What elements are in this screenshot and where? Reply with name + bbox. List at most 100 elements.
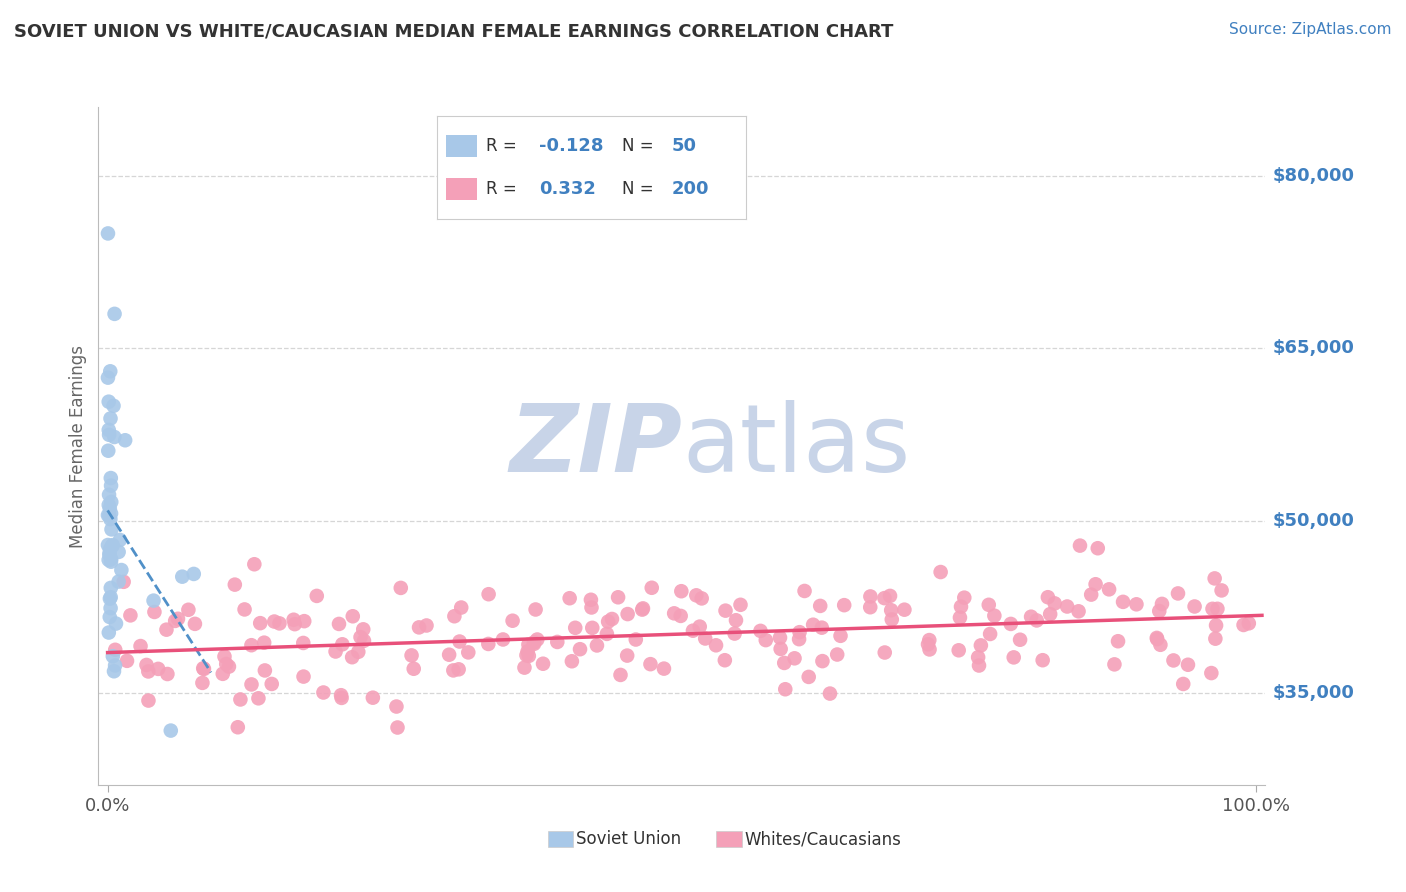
Point [328,616,350,631]
Point [97,227,120,241]
Point [240,677,263,691]
Point [97,553,120,567]
Point [616,607,638,621]
Point [515,648,537,663]
Point [172,569,194,583]
Point [247,691,270,706]
Point [97,394,120,409]
Point [1173,677,1195,691]
Point [183,566,205,581]
Point [832,598,855,612]
Point [98,364,121,378]
Point [240,638,263,652]
Point [723,626,745,640]
Point [873,591,896,606]
Point [441,664,464,678]
Point [218,659,240,673]
Text: Source: ZipAtlas.com: Source: ZipAtlas.com [1229,22,1392,37]
Point [704,638,727,652]
Point [349,630,371,644]
Point [502,614,524,628]
Text: -0.128: -0.128 [538,137,603,155]
Point [1087,541,1109,556]
Point [110,563,132,577]
Text: R =: R = [486,180,517,198]
Point [1010,632,1032,647]
Point [120,608,142,623]
Text: Whites/Caucasians: Whites/Caucasians [744,830,901,848]
Point [97,538,120,552]
Point [193,662,215,676]
Point [115,654,138,668]
Point [101,649,124,664]
Text: $80,000: $80,000 [1272,167,1354,185]
Point [449,634,471,648]
Point [100,555,122,569]
Text: 50: 50 [672,137,697,155]
Point [100,581,122,595]
Point [607,591,630,605]
Point [292,670,315,684]
Point [769,641,792,656]
Point [401,648,423,663]
Point [156,667,179,681]
Text: N =: N = [623,180,654,198]
Point [352,623,374,637]
Text: 200: 200 [672,180,710,198]
Point [979,627,1001,641]
Point [305,589,328,603]
Point [948,643,970,657]
Point [330,637,353,651]
Point [561,654,583,668]
Point [114,434,136,448]
Point [450,600,472,615]
Point [918,633,941,648]
Point [103,430,125,444]
Point [1184,599,1206,614]
Point [1112,595,1135,609]
Point [967,658,990,673]
Text: $50,000: $50,000 [1272,512,1354,530]
Point [787,632,810,647]
Point [97,498,120,512]
Point [136,665,159,679]
Point [98,547,121,561]
Point [443,609,465,624]
Point [389,581,412,595]
Point [1104,657,1126,672]
Point [564,621,586,635]
Point [1204,632,1226,646]
Point [1080,588,1102,602]
Point [977,598,1000,612]
Point [880,612,903,626]
Point [215,657,238,671]
Point [600,612,623,626]
Point [652,662,675,676]
Bar [446,178,477,201]
Point [773,656,796,670]
Point [1163,653,1185,667]
Point [402,662,425,676]
Point [1084,577,1107,591]
Point [682,624,704,638]
Point [1039,607,1062,621]
Point [224,577,246,591]
Point [616,648,638,663]
Point [950,599,973,614]
Point [596,627,619,641]
Point [579,592,602,607]
Point [873,646,896,660]
Bar [446,135,477,157]
Point [818,687,841,701]
Point [689,619,711,633]
Point [129,639,152,653]
Point [104,658,127,673]
Point [1019,609,1042,624]
Point [1149,638,1171,652]
Point [1237,616,1260,631]
Point [457,645,479,659]
Point [138,693,160,707]
Point [631,602,654,616]
Point [292,636,315,650]
Point [284,617,307,632]
